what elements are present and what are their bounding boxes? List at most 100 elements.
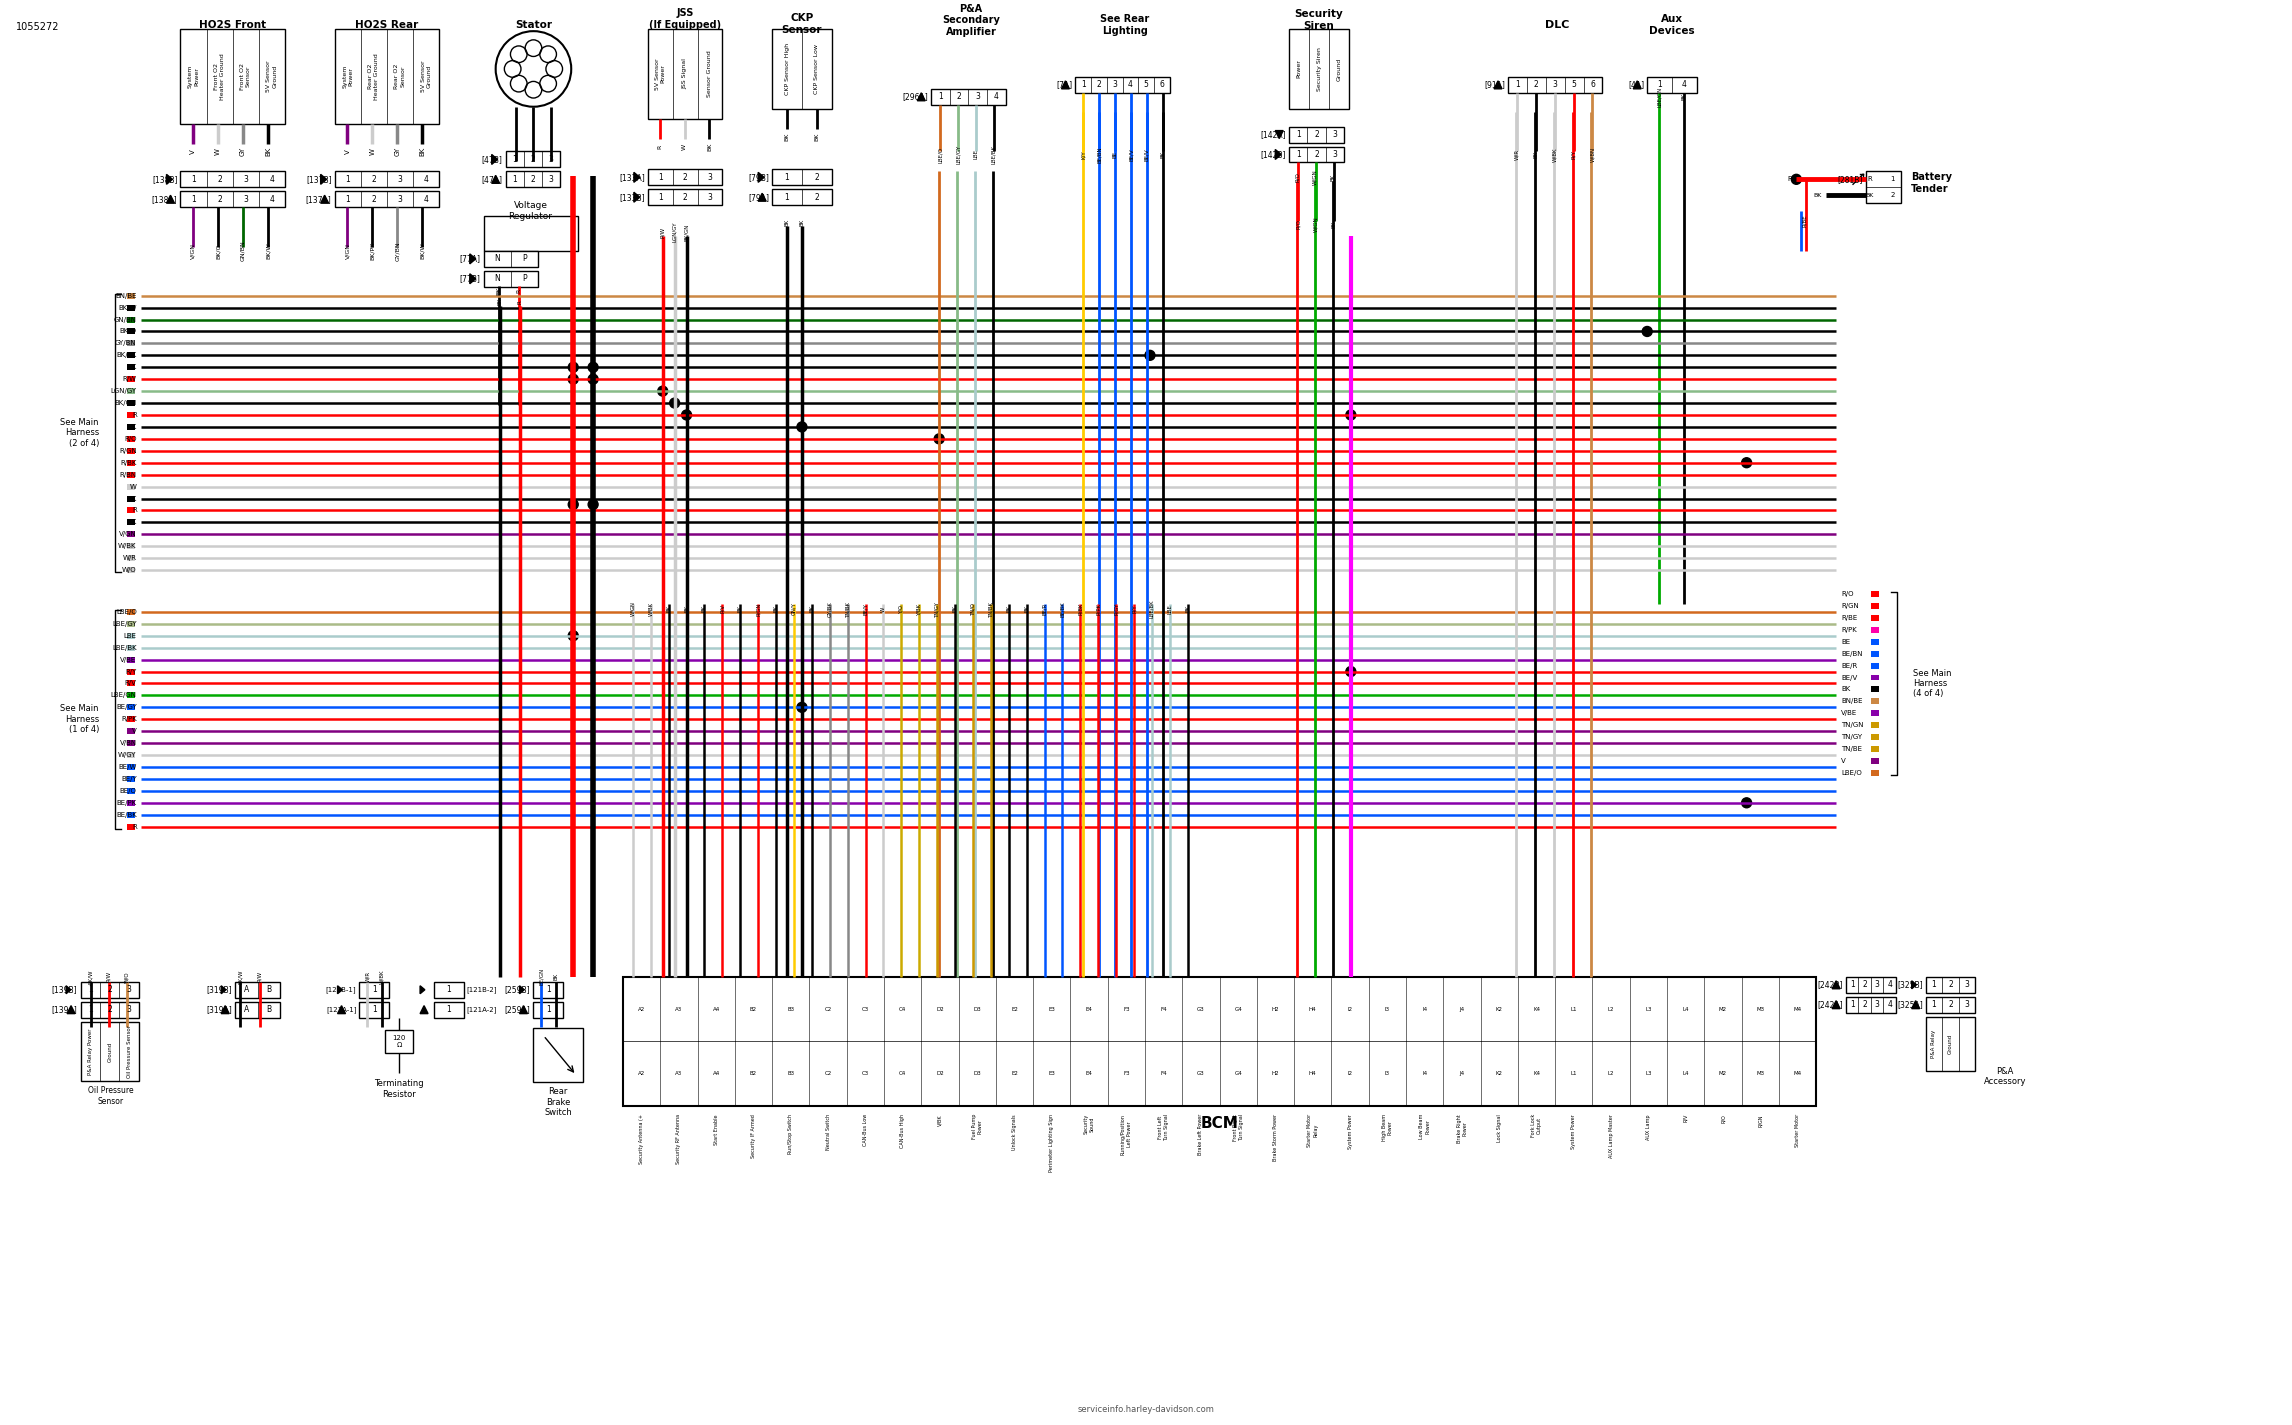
Text: BE/Y: BE/Y — [864, 603, 869, 614]
Text: BK/W: BK/W — [266, 242, 270, 259]
Text: K4: K4 — [1533, 1072, 1540, 1076]
Text: BN/BE: BN/BE — [1840, 698, 1863, 704]
Text: F3: F3 — [1123, 1072, 1130, 1076]
Bar — [126, 329, 135, 335]
Text: R/GN: R/GN — [756, 603, 761, 616]
Bar — [1870, 674, 1879, 681]
Text: P: P — [523, 255, 527, 264]
Text: W/R: W/R — [1515, 148, 1520, 160]
Bar — [484, 217, 578, 251]
Text: Front Left
Turn Signal: Front Left Turn Signal — [1157, 1114, 1169, 1141]
Bar — [649, 190, 722, 205]
Text: C4: C4 — [898, 1072, 905, 1076]
Text: 1: 1 — [1932, 1000, 1937, 1009]
Text: 1: 1 — [190, 175, 195, 184]
Text: BK: BK — [128, 365, 138, 370]
Polygon shape — [1274, 131, 1284, 138]
Text: Starter Motor
Relay: Starter Motor Relay — [1306, 1114, 1318, 1147]
Text: BE/V: BE/V — [1840, 674, 1857, 681]
Text: 2: 2 — [1313, 150, 1318, 160]
Text: R/W: R/W — [257, 972, 264, 982]
Text: BE/BN: BE/BN — [1098, 147, 1102, 162]
Text: I2: I2 — [1348, 1006, 1352, 1012]
Text: P&A Relay: P&A Relay — [1932, 1030, 1937, 1059]
Bar — [1288, 127, 1343, 142]
Polygon shape — [337, 986, 342, 993]
Circle shape — [669, 398, 681, 408]
Text: CAN-Bus Low: CAN-Bus Low — [862, 1114, 869, 1146]
Text: 5V Sensor
Power: 5V Sensor Power — [656, 58, 665, 90]
Text: L3: L3 — [1646, 1072, 1653, 1076]
Text: B3: B3 — [786, 1006, 795, 1012]
Text: Brake Left Power: Brake Left Power — [1199, 1114, 1203, 1156]
Bar — [126, 824, 135, 829]
Text: R/W: R/W — [105, 972, 112, 982]
Text: [319A]: [319A] — [206, 1005, 231, 1015]
Text: L2: L2 — [1609, 1006, 1614, 1012]
Text: LBE/O: LBE/O — [117, 608, 138, 614]
Text: V/BE: V/BE — [121, 657, 138, 663]
Text: R/GN: R/GN — [1758, 1114, 1763, 1127]
Bar — [126, 657, 135, 663]
Text: R/Y: R/Y — [1570, 150, 1577, 160]
Text: BE/V: BE/V — [1144, 148, 1151, 161]
Text: A2: A2 — [637, 1072, 646, 1076]
Text: Running/Position
Left Power: Running/Position Left Power — [1121, 1114, 1132, 1154]
Circle shape — [658, 386, 667, 396]
Text: BK/W: BK/W — [119, 305, 138, 311]
Text: LBE: LBE — [124, 633, 138, 638]
Text: [77A]: [77A] — [461, 255, 481, 264]
Text: BK: BK — [1185, 606, 1190, 613]
Text: BK: BK — [1329, 174, 1336, 181]
Bar — [80, 1022, 140, 1082]
Text: [121B-1]: [121B-1] — [325, 986, 358, 993]
Bar — [1870, 734, 1879, 740]
Bar — [1845, 996, 1895, 1013]
Bar — [385, 1029, 413, 1053]
Text: HO2S Rear: HO2S Rear — [355, 20, 419, 30]
Polygon shape — [1912, 980, 1916, 989]
Text: 4: 4 — [1886, 1000, 1891, 1009]
Text: C4: C4 — [898, 1006, 905, 1012]
Text: Low Beam
Power: Low Beam Power — [1419, 1114, 1430, 1140]
Text: LGN/GY: LGN/GY — [110, 388, 138, 395]
Text: A: A — [243, 1005, 250, 1015]
Text: BK: BK — [128, 423, 138, 430]
Text: C2: C2 — [825, 1072, 832, 1076]
Bar — [126, 292, 135, 299]
Text: P&A
Secondary
Amplifier: P&A Secondary Amplifier — [942, 4, 999, 37]
Text: D3: D3 — [974, 1006, 981, 1012]
Bar — [126, 788, 135, 794]
Text: BK: BK — [555, 973, 559, 980]
Text: W/BK: W/BK — [649, 601, 653, 616]
Text: D2: D2 — [935, 1006, 944, 1012]
Text: W: W — [215, 148, 222, 155]
Text: I4: I4 — [1421, 1072, 1428, 1076]
Text: Front O2
Sensor: Front O2 Sensor — [241, 63, 252, 90]
Text: V/GN: V/GN — [119, 532, 138, 537]
Bar — [126, 352, 135, 358]
Bar — [126, 681, 135, 687]
Text: 2: 2 — [683, 192, 688, 202]
Text: TN/BK: TN/BK — [988, 601, 992, 617]
Text: BK: BK — [784, 218, 788, 225]
Text: 5: 5 — [1144, 80, 1148, 90]
Text: BK: BK — [419, 147, 424, 157]
Text: 1: 1 — [1295, 130, 1300, 140]
Text: R/GN: R/GN — [1840, 603, 1859, 608]
Bar — [126, 388, 135, 395]
Polygon shape — [635, 192, 639, 202]
Text: I3: I3 — [1384, 1006, 1389, 1012]
Bar — [126, 483, 135, 490]
Bar — [335, 191, 440, 207]
Bar — [1925, 996, 1976, 1013]
Text: LBE/GN: LBE/GN — [110, 693, 138, 698]
Text: 3: 3 — [548, 155, 555, 164]
Text: W/R: W/R — [124, 556, 138, 561]
Text: BK: BK — [495, 286, 502, 295]
Circle shape — [1345, 410, 1357, 420]
Text: 4: 4 — [995, 93, 999, 101]
Text: V/BE: V/BE — [1840, 710, 1857, 717]
Circle shape — [935, 433, 944, 443]
Text: BK: BK — [1025, 606, 1029, 613]
